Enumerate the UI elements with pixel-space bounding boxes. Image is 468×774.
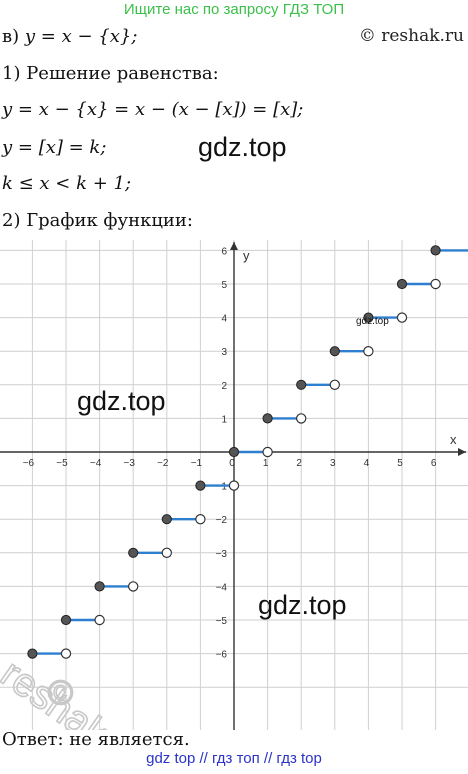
open-endpoint (161, 547, 172, 558)
x-tick-label: −5 (56, 458, 68, 469)
answer-line: Ответ: не является. (2, 729, 190, 750)
y-tick-label: 1 (221, 414, 227, 425)
reshak-watermark: reshak.ru (0, 651, 155, 730)
x-tick-label: −4 (90, 458, 102, 469)
closed-endpoint (128, 547, 139, 558)
closed-endpoint (228, 446, 240, 458)
function-definition: y = x − {x}; (24, 26, 138, 47)
y-tick-label: −4 (216, 582, 228, 593)
closed-endpoint (329, 346, 340, 357)
part-label: в) (2, 26, 20, 47)
x-tick-label: 4 (364, 458, 370, 469)
closed-endpoint (396, 278, 408, 290)
y-tick-label: 3 (221, 347, 227, 358)
step-segments (27, 245, 468, 659)
x-tick-label: 6 (431, 458, 437, 469)
y-tick-label: −2 (216, 515, 228, 526)
closed-endpoint (94, 581, 105, 592)
open-endpoint (60, 648, 72, 659)
y-axis-label: y (243, 248, 250, 263)
problem-line: в) y = x − {x}; (2, 26, 137, 47)
x-tick-label: 0 (229, 458, 235, 469)
watermark-bottom-right: gdz.top (258, 590, 347, 620)
equation-1: y = x − {x} = x − (x − [x]) = [x]; (2, 99, 304, 120)
x-axis-arrow-icon (458, 448, 466, 456)
watermark-small: gdz.top (356, 316, 389, 327)
y-tick-label: 2 (221, 381, 227, 392)
open-endpoint (430, 278, 441, 290)
open-endpoint (195, 514, 206, 525)
x-axis-label: x (450, 432, 457, 447)
open-endpoint (396, 312, 408, 323)
closed-endpoint (363, 312, 374, 323)
open-endpoint (94, 614, 105, 626)
equation-3: k ≤ x < k + 1; (2, 173, 132, 194)
x-tick-label: −6 (23, 458, 35, 469)
closed-endpoint (27, 648, 38, 659)
closed-endpoint (60, 614, 72, 626)
open-endpoint (363, 345, 374, 357)
x-tick-label: −2 (157, 458, 169, 469)
x-tick-label: 5 (397, 458, 403, 469)
tick-labels: −6 −5 −4 −3 −2 −1 0 1 2 3 4 5 6 6 5 4 3 2 1 −1 −2 −3 −4 −5 −6 (23, 246, 437, 660)
step1-title: 1) Решение равенства: (2, 63, 219, 84)
y-tick-label: −6 (216, 650, 228, 661)
closed-endpoint (195, 480, 206, 491)
watermark-big: gdz.top (198, 132, 287, 162)
step2-title: 2) График функции: (2, 210, 193, 231)
y-tick-label: 6 (221, 246, 227, 257)
watermark-mid-left: gdz.top (77, 386, 166, 416)
y-tick-label: 5 (221, 280, 227, 291)
open-endpoint (262, 446, 273, 458)
site-credit: © reshak.ru (358, 26, 464, 46)
x-tick-label: 2 (296, 458, 302, 469)
y-tick-label: −5 (216, 616, 228, 627)
equation-2: y = [x] = k; (2, 137, 107, 158)
search-banner: Ищите нас по запросу ГДЗ ТОП (123, 1, 345, 18)
x-tick-label: 3 (330, 458, 336, 469)
x-tick-label: −3 (123, 458, 135, 469)
closed-endpoint (430, 245, 441, 256)
y-axis-arrow-icon (230, 242, 238, 250)
open-endpoint (329, 379, 340, 390)
y-tick-label: 4 (221, 314, 227, 325)
closed-endpoint (161, 514, 172, 525)
footer-links: gdz top // гдз топ // гдз top (146, 750, 322, 767)
x-tick-label: 1 (263, 458, 269, 469)
copyright-watermark-icon: © (48, 674, 73, 712)
open-endpoint (296, 413, 307, 424)
closed-endpoint (262, 413, 273, 424)
y-tick-label: −1 (216, 482, 228, 493)
open-endpoint (127, 581, 139, 592)
y-tick-label: −3 (216, 549, 228, 560)
x-tick-label: −1 (191, 458, 203, 469)
closed-endpoint (296, 379, 307, 390)
open-endpoint (228, 480, 240, 491)
